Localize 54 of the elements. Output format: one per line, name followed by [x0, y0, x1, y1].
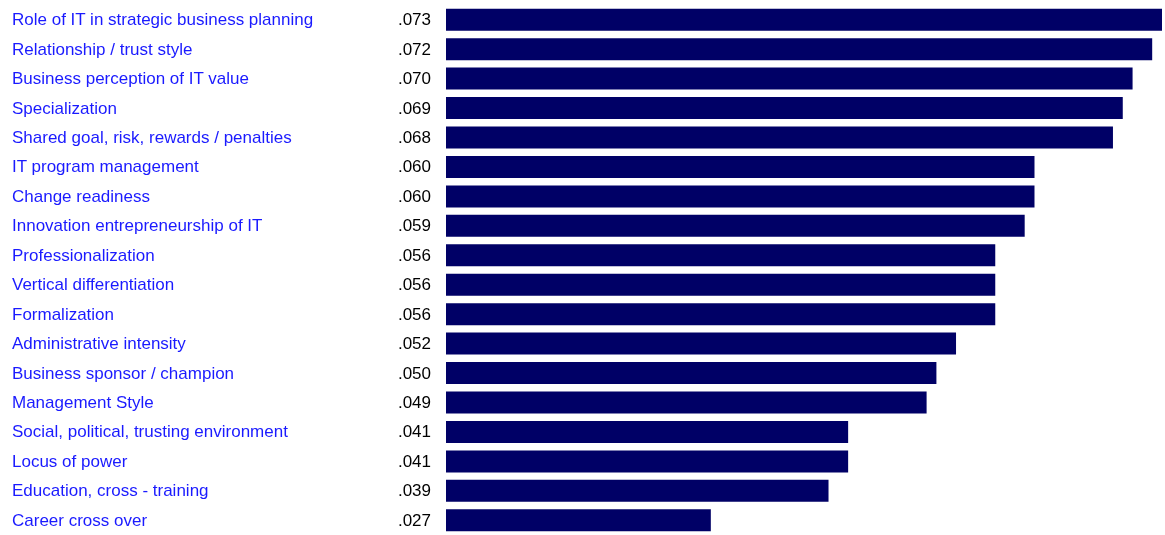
y-tick-label: Business sponsor / champion: [12, 363, 235, 383]
data-label: .049: [397, 393, 431, 412]
bar: [446, 67, 1133, 90]
bar: [446, 509, 711, 532]
y-tick-label: Administrative intensity: [12, 334, 187, 354]
y-tick-label: Specialization: [12, 98, 117, 118]
y-tick-label: Shared goal, risk, rewards / penalties: [12, 128, 292, 147]
y-tick-label: Change readiness: [12, 186, 150, 206]
data-label: .056: [397, 275, 431, 295]
data-label: .060: [397, 186, 431, 206]
data-label: .027: [397, 510, 431, 530]
data-label: .069: [397, 98, 431, 118]
y-tick-label: Vertical differentiation: [12, 275, 175, 295]
bar: [446, 273, 996, 296]
data-label: .056: [397, 304, 431, 324]
data-label: .052: [397, 334, 431, 354]
bar: [446, 420, 849, 443]
bar: [446, 362, 937, 385]
data-label: .070: [397, 69, 431, 89]
y-tick-label: Education, cross - training: [12, 481, 209, 501]
y-tick-label: Innovation entrepreneurship of IT: [12, 216, 263, 236]
data-label: .039: [397, 481, 431, 501]
y-tick-label: Business perception of IT value: [12, 69, 249, 89]
data-label: .041: [397, 451, 431, 471]
y-tick-label: Locus of power: [12, 451, 128, 471]
bar: [446, 244, 996, 267]
bar: [446, 391, 927, 414]
bar: [446, 97, 1123, 120]
bar: [446, 126, 1113, 149]
y-tick-label: Relationship / trust style: [12, 39, 193, 59]
data-label: .060: [397, 157, 431, 177]
data-label: .041: [397, 422, 431, 442]
bar: [446, 450, 849, 473]
y-tick-label: Professionalization: [12, 245, 155, 265]
y-tick-label: Formalization: [12, 304, 115, 324]
data-label: .073: [397, 10, 431, 30]
bar: [446, 214, 1025, 237]
bar: [446, 332, 957, 355]
data-label: .068: [397, 128, 431, 147]
y-tick-label: Social, political, trusting environment: [12, 422, 289, 442]
bar: [446, 8, 1162, 31]
bar: [446, 38, 1153, 61]
bar: [446, 155, 1035, 178]
y-tick-label: IT program management: [12, 157, 200, 177]
bar: [446, 185, 1035, 208]
bar: [446, 303, 996, 326]
data-label: .072: [397, 39, 431, 59]
data-label: .056: [397, 245, 431, 265]
bar: [446, 479, 829, 502]
data-label: .059: [397, 216, 431, 236]
y-tick-label: Management Style: [12, 393, 154, 412]
data-label: .050: [397, 363, 431, 383]
y-tick-label: Role of IT in strategic business planning: [12, 10, 314, 30]
y-tick-label: Career cross over: [12, 510, 148, 530]
